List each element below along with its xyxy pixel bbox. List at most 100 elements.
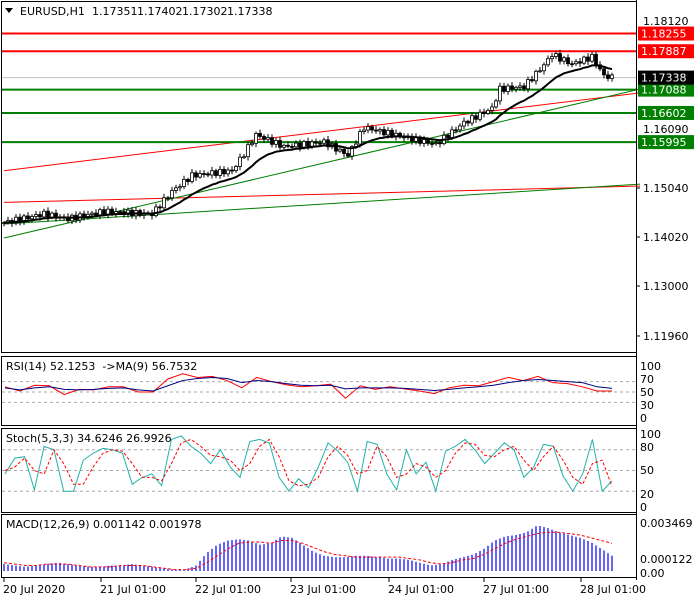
candle-body — [258, 133, 262, 137]
macd-signal-line — [3, 531, 613, 571]
candle-body — [250, 142, 254, 146]
time-axis-label: 22 Jul 01:00 — [195, 583, 261, 596]
price-level-tag — [638, 105, 694, 120]
candle-body — [302, 141, 306, 148]
candle-body — [266, 137, 270, 140]
candle-body — [570, 63, 574, 66]
candle-body — [550, 56, 554, 60]
candle-body — [326, 139, 330, 148]
candle-body — [542, 64, 546, 72]
candle-body — [386, 129, 390, 136]
macd-panel[interactable] — [3, 526, 613, 571]
close-value: 1.17338 — [227, 5, 273, 18]
price-level-tag-label: 1.18255 — [641, 28, 687, 41]
candle-body — [198, 173, 202, 178]
candle-body — [310, 141, 314, 147]
open-value: 1.17351 — [92, 5, 138, 18]
stoch-title: Stoch(5,3,3) 34.6246 26.9926 — [6, 432, 172, 445]
stoch-panel[interactable] — [2, 435, 636, 494]
candle-body — [174, 187, 178, 191]
price-level-tag — [638, 135, 694, 150]
candle-body — [322, 139, 326, 144]
candle-body — [594, 53, 598, 66]
candle-body — [238, 156, 242, 167]
indicator-tick-label: 0.000122 — [640, 553, 693, 566]
candle-body — [526, 79, 530, 90]
time-axis-label: 27 Jul 01:00 — [483, 583, 549, 596]
candle-body — [566, 57, 570, 65]
indicator-tick-label: 20 — [640, 488, 654, 501]
candle-body — [494, 100, 498, 108]
price-level-tag-label: 1.17338 — [641, 72, 687, 85]
price-tick-label: 1.14020 — [643, 231, 689, 244]
price-level-tag — [638, 26, 694, 41]
candle-body — [374, 129, 378, 132]
candle-body — [582, 56, 586, 64]
candle-body — [490, 106, 494, 111]
candle-body — [486, 109, 490, 114]
price-tick-label: 1.15040 — [643, 182, 689, 195]
candle-body — [270, 137, 274, 145]
candle-body — [534, 70, 538, 82]
candle-body — [30, 215, 34, 220]
candle-body — [234, 166, 238, 171]
candle-body — [318, 142, 322, 145]
axes: 1.15040 1.14020 1.13000 1.11960 1.18120 1.160… — [3, 0, 694, 596]
candle-body — [606, 74, 610, 79]
symbol-label: EURUSD,H1 — [20, 5, 85, 18]
time-axis-label: 20 Jul 2020 — [3, 583, 65, 596]
candle-body — [378, 129, 382, 132]
candle-body — [426, 139, 430, 144]
main-price-panel[interactable] — [2, 32, 641, 239]
rsi-title: RSI(14) 52.1253 ->MA(9) 56.7532 — [6, 360, 197, 373]
candle-body — [214, 170, 218, 176]
price-level-tag — [638, 44, 694, 59]
candle-body — [286, 144, 290, 147]
candle-body — [554, 53, 558, 57]
chart-header: EURUSD,H1 1.17351 1.17402 1.17302 1.1733… — [5, 5, 273, 18]
candle-body — [610, 74, 614, 79]
candle-body — [362, 129, 366, 132]
candle-body — [46, 210, 50, 218]
candle-body — [434, 142, 438, 145]
candle-body — [350, 146, 354, 157]
candle-body — [574, 61, 578, 65]
stoch-signal-line — [4, 438, 613, 487]
candle-body — [186, 178, 190, 182]
candle-body — [90, 212, 94, 215]
trendline — [3, 183, 641, 225]
candle-body — [510, 85, 514, 90]
low-value: 1.17302 — [182, 5, 228, 18]
stoch-main-line — [4, 435, 613, 494]
indicator-tick-label: 0 — [640, 501, 647, 514]
price-tick-label: 1.11960 — [643, 330, 689, 343]
candle-body — [210, 170, 214, 176]
candle-body — [354, 143, 358, 147]
candle-body — [522, 85, 526, 90]
candle-body — [470, 115, 474, 124]
price-level-tag-label: 1.16602 — [641, 107, 687, 120]
candle-body — [34, 214, 38, 217]
candle-body — [562, 57, 566, 62]
indicator-tick-label: 0 — [640, 412, 647, 425]
dropdown-triangle-icon[interactable] — [5, 8, 13, 13]
price-level-tag — [638, 70, 694, 85]
candle-body — [602, 68, 606, 76]
candle-body — [370, 126, 374, 131]
candle-body — [334, 143, 338, 152]
candle-body — [450, 129, 454, 139]
candle-body — [306, 141, 310, 147]
rsi-panel[interactable] — [2, 373, 636, 403]
candle-body — [478, 111, 482, 120]
high-value: 1.17402 — [137, 5, 183, 18]
indicator-tick-label: 0.00 — [640, 567, 665, 580]
indicator-tick-label: 50 — [640, 464, 654, 477]
time-axis-label: 24 Jul 01:00 — [388, 583, 454, 596]
candle-body — [110, 208, 114, 215]
candle-body — [230, 169, 234, 172]
candle-body — [462, 120, 466, 127]
candle-body — [358, 131, 362, 145]
candle-body — [102, 209, 106, 215]
